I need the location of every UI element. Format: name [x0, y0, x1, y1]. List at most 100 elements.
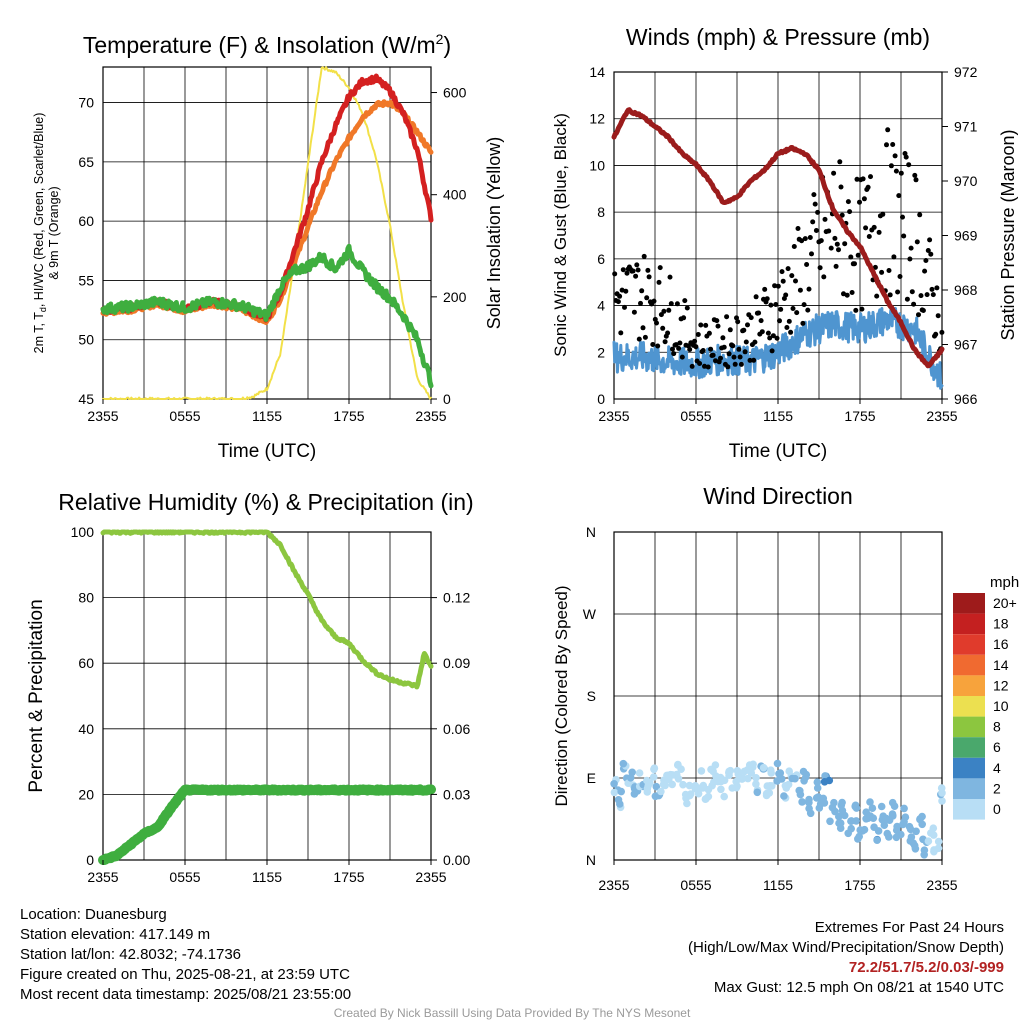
gust-point	[826, 228, 832, 234]
gust-point	[912, 172, 918, 178]
gust-point	[791, 244, 797, 249]
gust-point	[832, 235, 838, 241]
gust-point	[636, 336, 642, 342]
gust-point	[768, 302, 774, 308]
direction-point	[900, 817, 908, 826]
gust-point	[689, 363, 695, 369]
gust-point	[640, 325, 646, 331]
gust-point	[924, 292, 930, 298]
gust-point	[852, 261, 857, 267]
legend-swatch	[953, 757, 985, 779]
gust-point	[741, 327, 747, 333]
y-tick-label: 14	[589, 64, 605, 80]
direction-point	[918, 820, 926, 829]
latlon-text: Station lat/lon: 42.8032; -74.1736	[20, 946, 242, 963]
gust-point	[918, 293, 924, 299]
y-tick-label: 2	[597, 344, 605, 360]
gust-point	[822, 216, 828, 222]
temperature-title: Temperature (F) & Insolation (W/m2)	[83, 31, 451, 58]
gust-point	[705, 364, 711, 370]
legend-label: 10	[993, 698, 1009, 714]
gust-point	[674, 301, 680, 307]
direction-tick-label: W	[583, 606, 597, 622]
series-precipitation	[98, 784, 436, 865]
gust-point	[751, 357, 757, 363]
direction-point	[711, 761, 720, 769]
direction-point	[796, 790, 805, 799]
gust-point	[753, 294, 759, 300]
direction-ylabel: Direction (Colored By Speed)	[552, 585, 571, 806]
gust-point	[667, 274, 673, 280]
legend-swatch	[953, 613, 985, 635]
series-sonic-wind	[612, 306, 944, 390]
direction-tick-label: N	[586, 852, 596, 868]
gust-point	[780, 278, 786, 284]
legend-swatch	[953, 737, 985, 758]
direction-point	[695, 784, 703, 793]
gust-point	[676, 345, 682, 351]
gust-point	[900, 214, 905, 220]
gust-point	[804, 262, 810, 267]
direction-tick-label: E	[587, 770, 596, 786]
direction-point	[836, 819, 845, 827]
gust-point	[692, 338, 698, 344]
legend-label: 20+	[993, 595, 1017, 611]
direction-point	[753, 788, 762, 797]
legend-swatch	[953, 675, 985, 696]
gust-point	[624, 270, 630, 276]
gust-point	[779, 269, 785, 275]
direction-point	[649, 773, 658, 781]
direction-point	[934, 837, 943, 846]
direction-point	[610, 788, 619, 797]
gust-point	[817, 265, 823, 271]
gust-point	[928, 251, 934, 257]
y-tick-label: 0	[597, 391, 605, 407]
gust-point	[684, 305, 690, 311]
direction-point	[726, 766, 735, 775]
y-tick-label: 80	[78, 590, 94, 606]
y2-tick-label: 968	[954, 282, 978, 298]
y2-tick-label: 0.09	[443, 655, 470, 671]
legend-label: 18	[993, 616, 1009, 632]
gust-point	[745, 322, 750, 328]
direction-point	[635, 769, 644, 777]
direction-title: Wind Direction	[703, 483, 853, 509]
pressure-ylabel: Station Pressure (Maroon)	[998, 129, 1018, 340]
gust-point	[927, 237, 933, 243]
gust-point	[644, 295, 650, 301]
direction-point	[717, 785, 725, 794]
gust-point	[698, 322, 704, 328]
direction-point	[860, 825, 869, 834]
direction-tick-label: S	[587, 688, 596, 704]
gust-point	[837, 159, 843, 165]
x-tick-label: 2355	[598, 408, 629, 424]
legend-swatch	[953, 696, 985, 717]
extremes-values: 72.2/51.7/5.2/0.03/-999	[848, 959, 1004, 976]
gust-point	[774, 335, 780, 341]
direction-point	[870, 823, 878, 831]
gust-point	[922, 268, 928, 274]
gust-point	[818, 238, 824, 244]
gust-point	[703, 322, 709, 328]
gust-point	[670, 346, 675, 352]
gust-point	[773, 302, 779, 307]
direction-point	[780, 792, 788, 800]
gust-point	[642, 334, 648, 340]
gust-point	[638, 300, 643, 306]
direction-point	[820, 799, 829, 807]
direction-point	[868, 804, 877, 812]
gust-point	[762, 286, 768, 292]
gust-point	[811, 192, 817, 198]
legend-label: 6	[993, 739, 1001, 755]
gust-point	[734, 315, 739, 321]
direction-point	[937, 784, 946, 792]
direction-point	[616, 800, 624, 808]
gust-point	[759, 329, 765, 335]
direction-point	[806, 809, 815, 818]
gust-point	[799, 238, 805, 244]
gust-point	[810, 219, 816, 225]
gust-point	[665, 330, 671, 336]
direction-point	[619, 759, 628, 768]
